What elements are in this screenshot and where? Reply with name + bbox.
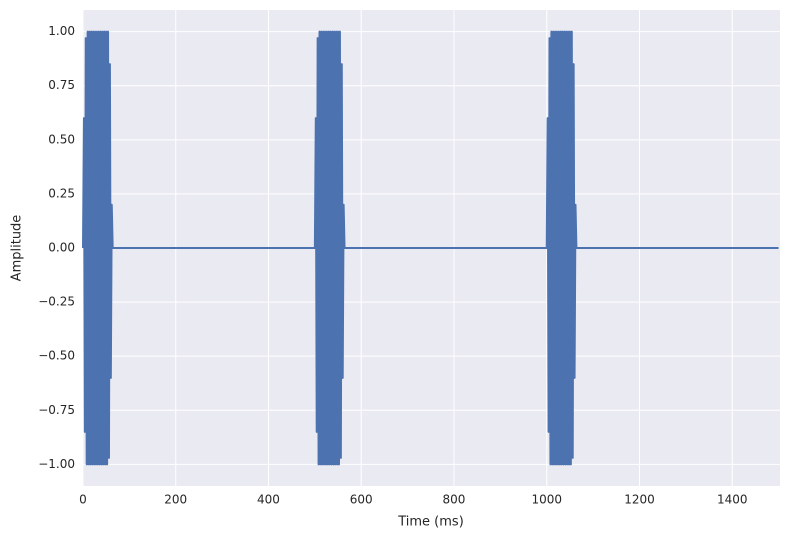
line <box>82 30 779 466</box>
y-tick-label: 1.00 <box>48 24 75 38</box>
x-tick-label: 600 <box>350 493 373 507</box>
y-tick-label: 0.25 <box>48 186 75 200</box>
y-tick-label: 0.75 <box>48 78 75 92</box>
x-tick-label: 400 <box>257 493 280 507</box>
y-tick-label: 0.50 <box>48 132 75 146</box>
x-tick-label: 800 <box>443 493 466 507</box>
x-tick-label: 1200 <box>624 493 655 507</box>
x-tick-label: 1000 <box>531 493 562 507</box>
x-axis-label: Time (ms) <box>397 515 464 530</box>
y-tick-label: −1.00 <box>38 457 75 471</box>
x-tick-label: 200 <box>164 493 187 507</box>
y-tick-label: −0.25 <box>38 295 75 309</box>
x-tick-label: 0 <box>79 493 87 507</box>
y-tick-label: 0.00 <box>48 241 75 255</box>
y-tick-label: −0.75 <box>38 403 75 417</box>
x-tick-label: 1400 <box>717 493 748 507</box>
y-axis-label: Amplitude <box>10 215 25 282</box>
y-tick-label: −0.50 <box>38 349 75 363</box>
